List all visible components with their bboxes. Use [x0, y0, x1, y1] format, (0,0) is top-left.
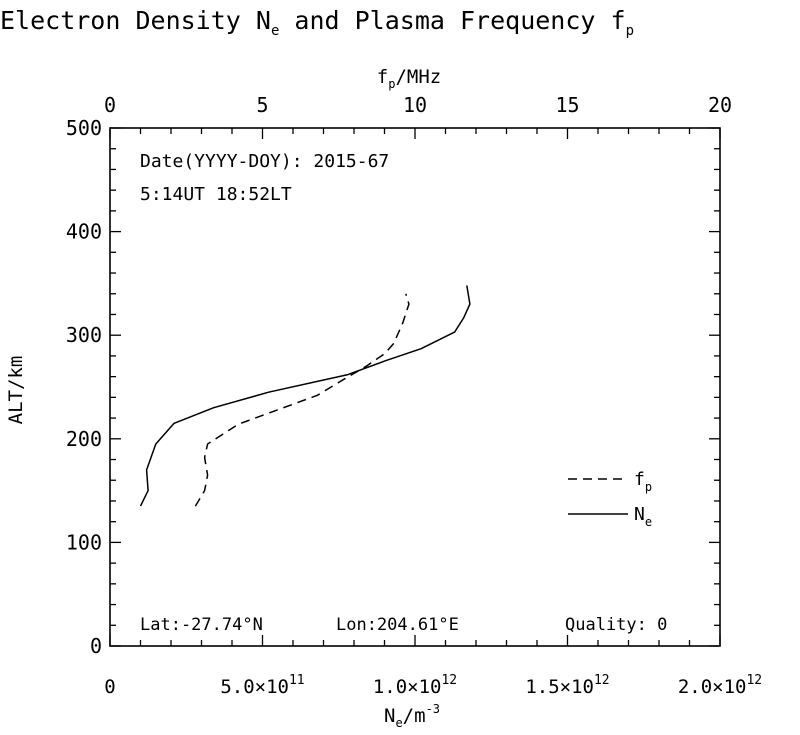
y-axis-label: ALT/km: [5, 356, 27, 425]
legend-ne-label: Ne: [634, 504, 652, 529]
top-axis-label: fp/MHz: [377, 66, 441, 91]
bottom-tick-mantissa: 1.5×10: [525, 676, 594, 698]
bottom-tick-mantissa: 2.0×10: [678, 676, 747, 698]
bottom-tick-exponent: 12: [441, 673, 457, 688]
legend: fp Ne: [568, 469, 652, 529]
top-tick-label: 0: [104, 93, 116, 117]
bottom-tick-mantissa: 5.0×10: [220, 676, 289, 698]
bottom-tick-exponent: 11: [289, 673, 305, 688]
series-line-ne: [139, 285, 471, 507]
time-annotation: 5:14UT 18:52LT: [140, 184, 292, 205]
y-tick-label: 200: [66, 427, 102, 451]
bottom-tick-label: 0: [104, 676, 115, 698]
lat-annotation: Lat:-27.74°N: [140, 615, 263, 635]
bottom-tick-label: 5.0×1011: [220, 673, 304, 698]
lon-annotation: Lon:204.61°E: [336, 615, 459, 635]
y-tick-label: 500: [66, 116, 102, 140]
top-tick-label: 20: [708, 93, 732, 117]
chart-title: Electron Density Ne and Plasma Frequency…: [0, 6, 634, 39]
bottom-tick-exponent: 12: [594, 673, 610, 688]
bottom-tick-exponent: 12: [746, 673, 762, 688]
bottom-tick-label: 1.0×1012: [373, 673, 457, 698]
chart-title-mid: and Plasma Frequency f: [279, 6, 625, 35]
chart-title-sub2: p: [626, 23, 634, 39]
y-tick-label: 100: [66, 530, 102, 554]
top-tick-label: 10: [403, 93, 427, 117]
y-tick-label: 300: [66, 323, 102, 347]
series-line-fp: [194, 293, 410, 507]
plot-frame: [109, 127, 721, 647]
chart-title-sub: e: [271, 23, 279, 39]
bottom-tick-mantissa: 1.0×10: [373, 676, 442, 698]
quality-annotation: Quality: 0: [565, 615, 667, 635]
bottom-tick-label: 1.5×1012: [525, 673, 609, 698]
top-tick-label: 15: [555, 93, 579, 117]
bottom-tick-label: 2.0×1012: [678, 673, 762, 698]
bottom-tick-mantissa: 0: [104, 676, 115, 698]
date-annotation: Date(YYYY-DOY): 2015-67: [140, 151, 389, 172]
bottom-axis-label: Ne/m-3: [384, 702, 440, 730]
y-tick-label: 400: [66, 220, 102, 244]
top-tick-label: 5: [256, 93, 268, 117]
chart-title-main: Electron Density N: [0, 6, 271, 35]
y-tick-label: 0: [90, 634, 102, 658]
legend-fp-label: fp: [634, 469, 652, 494]
series-layer: [139, 285, 471, 507]
